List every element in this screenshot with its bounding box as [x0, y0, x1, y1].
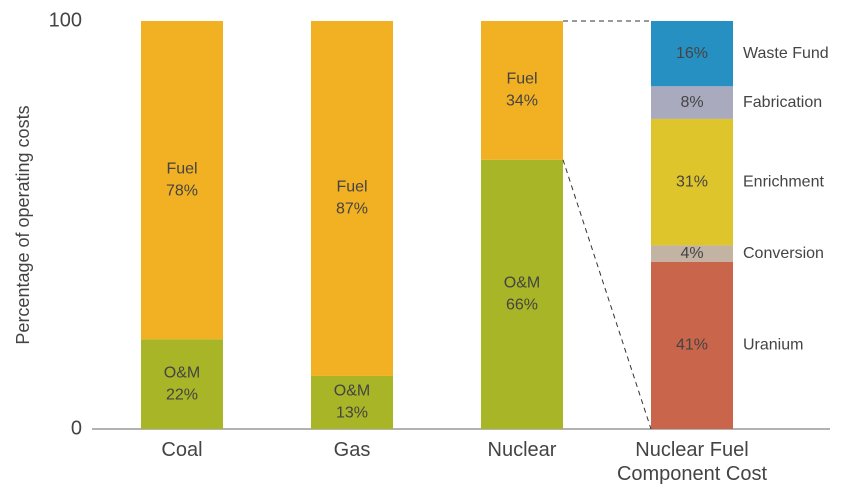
- segment-name: O&M: [504, 275, 540, 292]
- bar-segment: [481, 159, 563, 429]
- segment-name: O&M: [334, 383, 370, 400]
- bar-segment: [651, 245, 733, 262]
- data-label: 66%: [506, 297, 538, 314]
- segment-name: Conversion: [743, 245, 824, 262]
- data-label: 22%: [166, 386, 198, 403]
- bar-segment: [141, 339, 223, 429]
- x-tick-label: Gas: [333, 439, 371, 461]
- x-tick-label: Nuclear: [487, 439, 557, 461]
- x-tick-label: Coal: [161, 439, 203, 461]
- data-label: 34%: [506, 93, 538, 110]
- segment-name: Uranium: [743, 337, 803, 354]
- bar-segment: [651, 118, 733, 246]
- data-label: 41%: [676, 337, 708, 354]
- segment-name: Enrichment: [743, 173, 824, 190]
- segment-name: Fuel: [506, 71, 537, 88]
- bar-segment: [311, 21, 393, 376]
- data-label: 16%: [676, 45, 708, 62]
- connector: [562, 159, 652, 430]
- segment-name: Waste Fund: [743, 45, 829, 62]
- data-label: 13%: [336, 405, 368, 422]
- data-label: 4%: [680, 245, 703, 262]
- segment-name: Fuel: [166, 160, 197, 177]
- bar-segment: [651, 261, 733, 429]
- bar-segment: [651, 21, 733, 87]
- data-label: 31%: [676, 173, 708, 190]
- y-tick-label: 100: [49, 9, 82, 31]
- y-axis-label: Percentage of operating costs: [13, 105, 33, 344]
- bar-segment: [651, 86, 733, 119]
- data-label: 78%: [166, 182, 198, 199]
- x-tick-label: Nuclear Fuel Component Cost: [616, 439, 768, 485]
- segment-name: Fabrication: [743, 94, 822, 111]
- bar-segment: [481, 21, 563, 160]
- data-label: 8%: [680, 94, 703, 111]
- bar-segment: [311, 375, 393, 429]
- data-label: 87%: [336, 201, 368, 218]
- bar-segment: [141, 21, 223, 340]
- segment-name: Fuel: [336, 179, 367, 196]
- segment-name: O&M: [164, 364, 200, 381]
- y-tick-label: 0: [71, 417, 82, 439]
